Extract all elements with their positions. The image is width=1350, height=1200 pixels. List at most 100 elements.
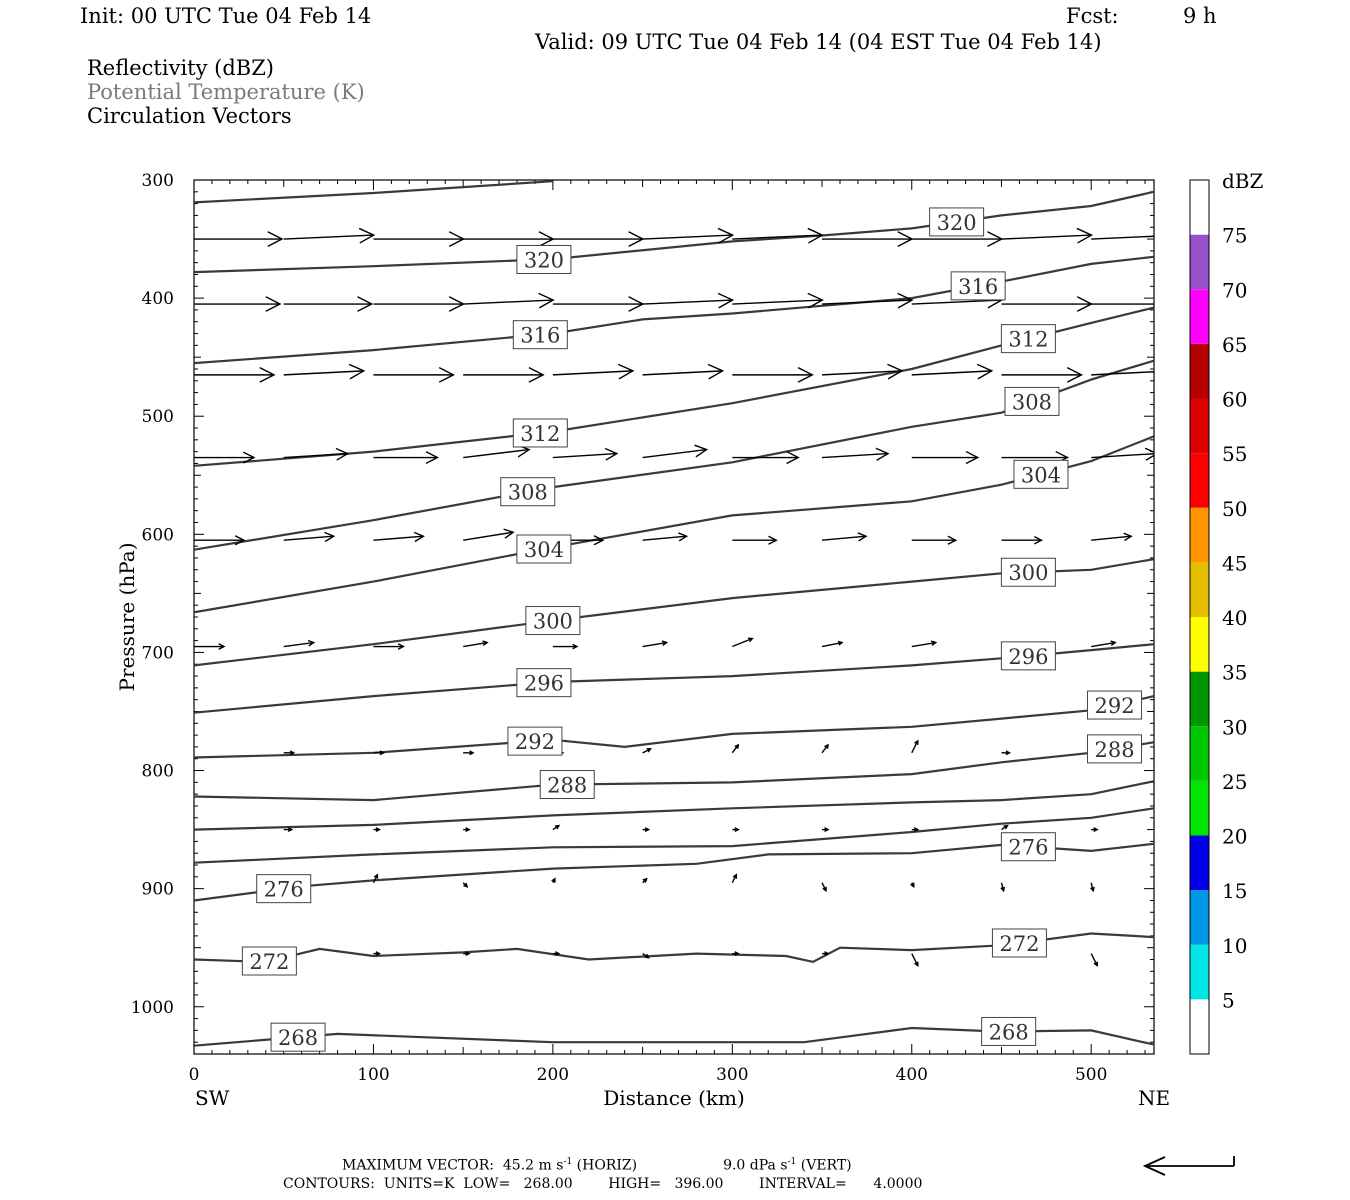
field-reflectivity: Reflectivity (dBZ) bbox=[87, 56, 275, 80]
colorbar-segment bbox=[1190, 343, 1209, 399]
contour-label-box bbox=[1004, 386, 1060, 416]
colorbar-level-label: 20 bbox=[1222, 825, 1247, 849]
forecast-hour: 9 h bbox=[1183, 4, 1217, 28]
contour-label-box bbox=[1000, 324, 1056, 354]
circulation-vector bbox=[1001, 366, 1084, 383]
contour-label-box bbox=[991, 928, 1047, 958]
circulation-vector bbox=[373, 451, 439, 464]
circulation-vector bbox=[283, 750, 296, 756]
x-tick-label: 300 bbox=[716, 1065, 748, 1085]
contour-label-box bbox=[516, 668, 572, 698]
circulation-vector bbox=[821, 447, 890, 461]
isentrope-320 bbox=[194, 180, 553, 204]
circulation-vector bbox=[732, 535, 778, 545]
circulation-vector bbox=[283, 447, 350, 461]
contour-label-box bbox=[507, 726, 563, 756]
max-vector-info: MAXIMUM VECTOR: 45.2 m s-1 (HORIZ) 9.0 dP… bbox=[342, 1157, 852, 1174]
colorbar-level-label: 45 bbox=[1222, 551, 1247, 575]
circulation-vector bbox=[910, 882, 915, 889]
circulation-vector bbox=[642, 532, 689, 542]
contour-label-312: 312 bbox=[520, 422, 560, 446]
colorbar-level-label: 15 bbox=[1222, 879, 1247, 903]
contour-label-304: 304 bbox=[524, 538, 564, 562]
circulation-vector bbox=[1091, 827, 1099, 833]
contour-label-box bbox=[539, 770, 595, 800]
colorbar-level-label: 35 bbox=[1222, 661, 1247, 685]
axes: 0 100 200 300 400 500 300 400 500 600 700 800 900 100… bbox=[131, 171, 1154, 1085]
field-potential-temperature: Potential Temperature (K) bbox=[87, 80, 365, 104]
isentrope-320 bbox=[194, 190, 1154, 274]
colorbar-segment bbox=[1190, 944, 1209, 1000]
circulation-vector bbox=[552, 951, 561, 957]
circulation-vector bbox=[821, 743, 829, 754]
circulation-vector bbox=[1091, 640, 1117, 648]
circulation-vector bbox=[1090, 953, 1098, 967]
contour-label-272: 272 bbox=[999, 932, 1039, 956]
circulation-vector bbox=[463, 951, 471, 957]
circulation-vector bbox=[822, 292, 914, 309]
contours-info: CONTOURS: UNITS=K LOW= 268.00 HIGH= 396.… bbox=[283, 1176, 923, 1192]
contour-labels: 320 320 316 316 312 312 308 308 304 304 300 300 296 2… bbox=[241, 207, 1143, 1052]
circulation-vector bbox=[463, 827, 471, 833]
contour-label-292: 292 bbox=[1094, 694, 1134, 718]
circulation-vector bbox=[1001, 227, 1094, 244]
circulation-vector bbox=[732, 366, 814, 383]
contour-label-box bbox=[981, 1016, 1037, 1046]
contour-label-box bbox=[525, 606, 581, 636]
contour-label-box bbox=[241, 946, 297, 976]
colorbar-level-label: 5 bbox=[1222, 988, 1235, 1012]
circulation-vector bbox=[732, 951, 740, 957]
contour-label-box bbox=[929, 207, 985, 237]
colorbar-segment bbox=[1190, 617, 1209, 672]
circulation-vector bbox=[373, 231, 465, 247]
contour-label-312: 312 bbox=[1008, 328, 1048, 352]
circulation-vector bbox=[1091, 371, 1154, 376]
colorbar-segment bbox=[1190, 453, 1209, 508]
contour-label-296: 296 bbox=[524, 672, 564, 696]
circulation-vector bbox=[194, 366, 276, 383]
circulation-vector bbox=[911, 739, 919, 754]
circulation-vector bbox=[373, 643, 405, 650]
circulation-vector bbox=[463, 231, 555, 247]
isentrope-304 bbox=[194, 435, 1154, 614]
circulation-vector bbox=[642, 444, 709, 459]
x-axis-label: Distance (km) bbox=[603, 1086, 745, 1110]
contour-label-300: 300 bbox=[1008, 561, 1048, 585]
contour-label-308: 308 bbox=[508, 481, 548, 505]
circulation-vector bbox=[1091, 303, 1154, 305]
circulation-vectors bbox=[194, 227, 1154, 967]
circulation-vector bbox=[732, 450, 800, 465]
circulation-vector bbox=[821, 532, 868, 542]
colorbar-segment bbox=[1190, 234, 1209, 290]
colorbar-segment bbox=[1190, 289, 1209, 344]
colorbar-segment bbox=[1190, 562, 1209, 617]
circulation-vector bbox=[373, 827, 381, 833]
circulation-vector bbox=[821, 640, 844, 648]
circulation-vector bbox=[463, 640, 489, 648]
circulation-vector bbox=[642, 827, 651, 833]
contour-label-272: 272 bbox=[249, 950, 289, 974]
isentrope-280 bbox=[194, 807, 1154, 864]
colorbar-segment bbox=[1190, 999, 1209, 1054]
colorbar-level-label: 70 bbox=[1222, 278, 1247, 302]
circulation-vector bbox=[372, 873, 379, 884]
circulation-vector bbox=[373, 366, 455, 383]
colorbar-segment bbox=[1190, 507, 1209, 563]
contour-label-300: 300 bbox=[533, 610, 573, 634]
plot-border bbox=[193, 179, 1155, 1055]
circulation-vector bbox=[911, 827, 920, 833]
y-tick-label: 300 bbox=[142, 171, 174, 191]
reference-vector-arrow bbox=[1142, 1156, 1235, 1176]
circulation-vector bbox=[911, 363, 994, 380]
y-tick-label: 400 bbox=[142, 289, 174, 309]
circulation-vector bbox=[463, 750, 475, 756]
colorbar-segment bbox=[1190, 398, 1209, 454]
circulation-vector bbox=[732, 227, 824, 244]
colorbar-segment bbox=[1190, 890, 1209, 945]
colorbar-segment bbox=[1190, 671, 1209, 727]
contour-label-268: 268 bbox=[989, 1020, 1029, 1044]
contour-label-box bbox=[256, 874, 312, 904]
circulation-vector bbox=[194, 535, 246, 546]
contour-label-276: 276 bbox=[264, 878, 304, 902]
